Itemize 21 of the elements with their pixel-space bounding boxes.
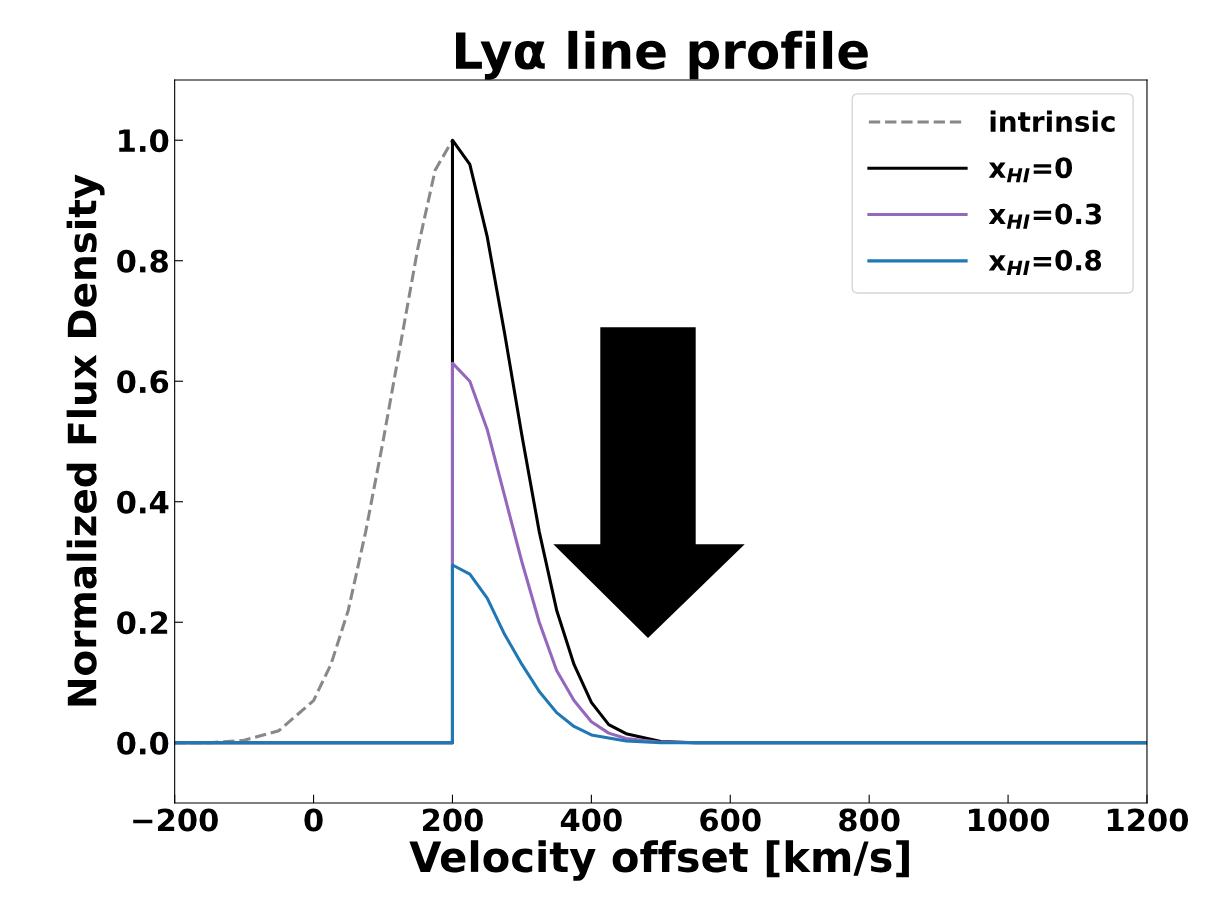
legend-label: x$_{HI}$=0.3 [988,203,1102,229]
legend-label: x$_{HI}$=0 [988,157,1073,183]
legend-label: intrinsic [990,110,1115,133]
x-tick-label: −200 [133,808,218,832]
chart-title: Lyα line profile [456,30,868,80]
x-tick-label: 800 [839,808,900,832]
y-axis-title: Normalized Flux Density [66,174,105,706]
x-tick-label: 200 [422,808,483,832]
y-tick-label: 1.0 [119,129,169,153]
legend-label: x$_{HI}$=0.8 [988,249,1102,275]
x-tick-label: 600 [700,808,761,832]
x-tick-label: 0 [304,808,323,832]
x-tick-label: 1200 [1107,808,1189,832]
y-tick-label: 0.6 [117,370,169,394]
y-tick-label: 0.4 [117,490,169,514]
x-axis-title: Velocity offset [km/s] [409,840,909,881]
y-tick-label: 0.2 [117,611,168,635]
y-tick-label: 0.0 [117,731,169,755]
y-tick-label: 0.8 [117,249,168,273]
x-tick-label: 1000 [969,808,1050,832]
x-tick-label: 400 [560,808,622,832]
